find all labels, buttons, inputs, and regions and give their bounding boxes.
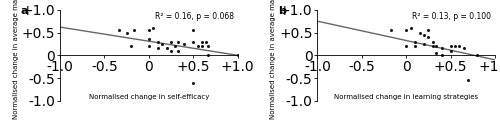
Point xyxy=(438,54,446,56)
Point xyxy=(424,36,432,38)
Point xyxy=(446,50,454,52)
Y-axis label: Normalised change in average mark: Normalised change in average mark xyxy=(270,0,276,119)
X-axis label: Normalised change in self-efficacy: Normalised change in self-efficacy xyxy=(88,94,209,100)
Point xyxy=(432,45,440,47)
Point xyxy=(198,45,206,47)
Point xyxy=(174,50,182,52)
Point xyxy=(180,43,188,45)
Text: R² = 0.16, p = 0.068: R² = 0.16, p = 0.068 xyxy=(155,12,234,21)
Point xyxy=(451,45,459,47)
Point xyxy=(172,45,179,47)
Point xyxy=(464,79,472,81)
Point xyxy=(145,38,153,40)
Point xyxy=(130,29,138,31)
Point xyxy=(420,43,428,45)
Text: R² = 0.13, p = 0.100: R² = 0.13, p = 0.100 xyxy=(412,12,492,21)
Point xyxy=(194,45,202,47)
Text: b: b xyxy=(278,6,286,16)
Point xyxy=(145,29,153,31)
Text: a: a xyxy=(21,6,28,16)
Point xyxy=(406,27,414,29)
Point xyxy=(154,47,162,50)
Point xyxy=(438,47,446,50)
Point xyxy=(387,29,395,31)
Point xyxy=(204,45,212,47)
Point xyxy=(432,52,440,54)
Point xyxy=(204,54,212,56)
Point xyxy=(411,45,419,47)
Point xyxy=(234,54,241,56)
Point xyxy=(420,34,428,36)
Point xyxy=(116,29,124,31)
X-axis label: Normalised change in learning strategies: Normalised change in learning strategies xyxy=(334,94,478,100)
Point xyxy=(174,40,182,43)
Point xyxy=(145,45,153,47)
Point xyxy=(416,31,424,34)
Point xyxy=(198,40,206,43)
Point xyxy=(402,29,410,31)
Point xyxy=(411,40,419,43)
Point xyxy=(402,45,410,47)
Point xyxy=(189,81,197,84)
Point xyxy=(473,54,481,56)
Point xyxy=(167,40,175,43)
Point xyxy=(446,45,454,47)
Point xyxy=(456,45,464,47)
Point xyxy=(158,43,166,45)
Point xyxy=(189,29,197,31)
Point xyxy=(424,29,432,31)
Y-axis label: Normalised change in average mark: Normalised change in average mark xyxy=(12,0,18,119)
Point xyxy=(460,47,468,50)
Point xyxy=(149,27,157,29)
Point xyxy=(189,40,197,43)
Point xyxy=(122,31,130,34)
Point xyxy=(162,47,170,50)
Point xyxy=(429,40,437,43)
Point xyxy=(154,40,162,43)
Point xyxy=(429,45,437,47)
Point xyxy=(167,50,175,52)
Point xyxy=(202,40,210,43)
Point xyxy=(127,45,135,47)
